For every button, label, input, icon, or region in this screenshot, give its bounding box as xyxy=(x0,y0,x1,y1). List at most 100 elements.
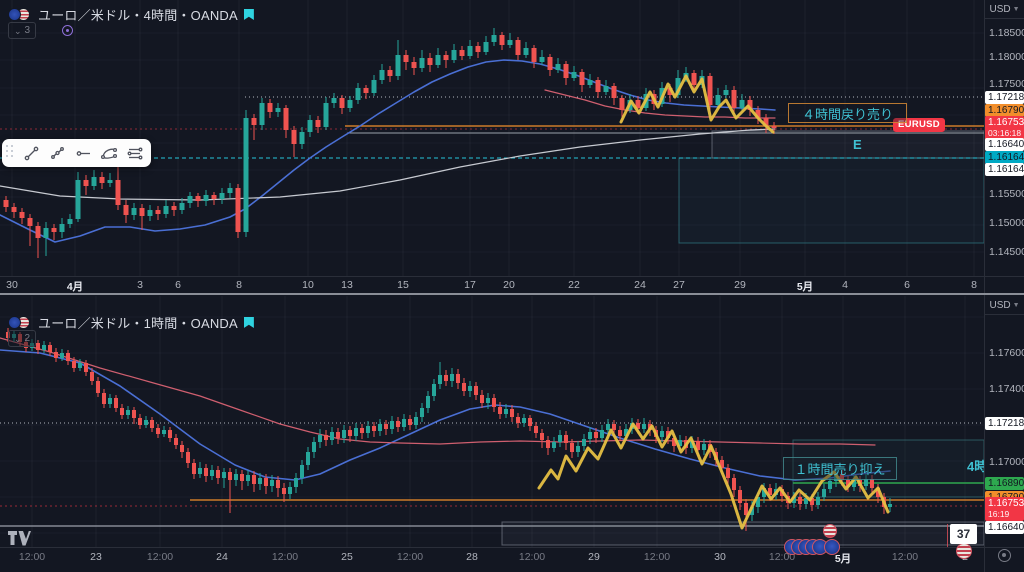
curve-icon[interactable] xyxy=(97,141,121,165)
parallel-lines-icon[interactable] xyxy=(123,141,147,165)
candle-body xyxy=(720,460,724,468)
us-flag-event-icon[interactable] xyxy=(823,524,837,538)
candle-body xyxy=(546,440,550,448)
horizontal-ray-icon[interactable] xyxy=(72,141,96,165)
candle-body xyxy=(342,430,346,438)
price-badge-1.16753: 1.16753 03:16:18 xyxy=(985,116,1024,140)
candle-body xyxy=(540,433,544,440)
candle-body xyxy=(347,100,353,108)
chart-4h-canvas[interactable] xyxy=(0,0,985,277)
time-tick-label: 5月 xyxy=(796,281,814,293)
time-tick-label: 24 xyxy=(216,551,228,563)
time-tick-label: 6 xyxy=(904,279,910,291)
candle-body xyxy=(594,432,598,438)
tradingview-logo-icon[interactable] xyxy=(8,531,31,551)
time-tick-label: 17 xyxy=(464,279,476,291)
candle-body xyxy=(48,345,52,352)
symbol-title-4h[interactable]: ユーロ／米ドル・4時間・OANDA xyxy=(38,8,238,23)
price-scale-currency-1h[interactable]: USD ▼ xyxy=(985,296,1024,315)
candle-body xyxy=(366,426,370,433)
candle-body xyxy=(123,205,129,215)
candle-body xyxy=(203,195,209,201)
anno-4h-modorium[interactable]: ４時間戻り売り xyxy=(788,103,907,123)
zigzag-drawing[interactable] xyxy=(537,422,890,530)
pane-divider[interactable] xyxy=(0,293,1024,295)
us-flag-event-icon[interactable] xyxy=(956,543,972,559)
candle-body xyxy=(19,212,25,218)
time-tick-label: 28 xyxy=(466,551,478,563)
candle-body xyxy=(864,479,868,486)
candle-body xyxy=(467,46,473,56)
candle-body xyxy=(67,219,73,224)
candle-body xyxy=(187,196,193,203)
candle-body xyxy=(252,475,256,484)
price-tick-label: 1.17400 xyxy=(989,383,1024,395)
flag-icon[interactable] xyxy=(243,9,254,20)
candle-body xyxy=(171,206,177,210)
zigzag-drawing[interactable] xyxy=(619,74,775,134)
candle-body xyxy=(107,180,113,183)
candle-body xyxy=(408,419,412,425)
zone-box-small[interactable] xyxy=(711,130,985,159)
anno-1h-urioase[interactable]: １時間売り抑え xyxy=(783,457,897,480)
candle-body xyxy=(228,472,232,480)
candle-body xyxy=(306,452,310,465)
time-tick-label: 30 xyxy=(6,279,18,291)
ma-mid-pink xyxy=(544,89,776,119)
zone-box-large[interactable] xyxy=(678,157,985,244)
time-tick-label: 24 xyxy=(634,279,646,291)
price-tick-label: 1.18000 xyxy=(989,51,1024,63)
candle-body xyxy=(603,86,609,92)
candle-body xyxy=(762,488,766,497)
zone-box-teal[interactable] xyxy=(792,439,985,498)
time-tick-label: 10 xyxy=(302,279,314,291)
time-tick-label: 27 xyxy=(673,279,685,291)
candle-body xyxy=(523,48,529,55)
sparkle-icon[interactable] xyxy=(62,25,73,36)
symbol-legend-4h: ユーロ／米ドル・4時間・OANDA xyxy=(8,5,254,24)
scale-reset-target-icon[interactable] xyxy=(998,549,1011,562)
indicators-collapse-button-1h[interactable]: ⌄ 2 xyxy=(8,330,37,347)
candle-body xyxy=(582,439,586,446)
candle-body xyxy=(462,383,466,391)
chevron-down-icon: ⌄ xyxy=(14,25,22,36)
candle-body xyxy=(174,438,178,445)
candle-body xyxy=(270,480,274,486)
candle-body xyxy=(804,498,808,504)
time-tick-label: 30 xyxy=(714,551,726,563)
candle-body xyxy=(282,488,286,494)
candle-body xyxy=(387,70,393,76)
candle-body xyxy=(750,507,754,515)
chart-1h-canvas[interactable] xyxy=(0,296,985,547)
cross-line-icon[interactable] xyxy=(46,141,70,165)
candle-body xyxy=(251,118,257,125)
price-badge-1.16640: 1.16640 xyxy=(985,520,1024,534)
chevron-down-icon: ▼ xyxy=(1012,301,1020,309)
eu-flag-event-icon[interactable] xyxy=(824,539,840,555)
candle-body xyxy=(822,489,826,497)
candle-body xyxy=(90,372,94,381)
event-count-badge[interactable]: 37 xyxy=(950,524,977,544)
ma-fast-blue xyxy=(0,349,891,481)
indicators-collapse-button-4h[interactable]: ⌄ 3 xyxy=(8,22,37,39)
candle-body xyxy=(138,418,142,425)
time-tick-label: 12:00 xyxy=(396,551,424,563)
price-scale-currency-4h[interactable]: USD ▼ xyxy=(985,0,1024,19)
toolbar-drag-handle[interactable] xyxy=(6,145,16,161)
trend-line-icon[interactable] xyxy=(20,141,44,165)
candle-body xyxy=(691,73,697,85)
time-tick-label: 5月 xyxy=(834,553,852,565)
candle-body xyxy=(870,479,874,488)
flag-icon[interactable] xyxy=(243,317,254,328)
candle-body xyxy=(411,62,417,68)
candle-body xyxy=(204,468,208,476)
candle-body xyxy=(126,410,130,415)
candle-body xyxy=(307,120,313,132)
time-tick-label: 12:00 xyxy=(18,551,46,563)
time-tick-label: 22 xyxy=(568,279,580,291)
symbol-title-1h[interactable]: ユーロ／米ドル・1時間・OANDA xyxy=(38,316,238,331)
candle-body xyxy=(510,409,514,417)
candle-body xyxy=(354,428,358,436)
candle-body xyxy=(264,478,268,486)
candle-body xyxy=(378,424,382,431)
